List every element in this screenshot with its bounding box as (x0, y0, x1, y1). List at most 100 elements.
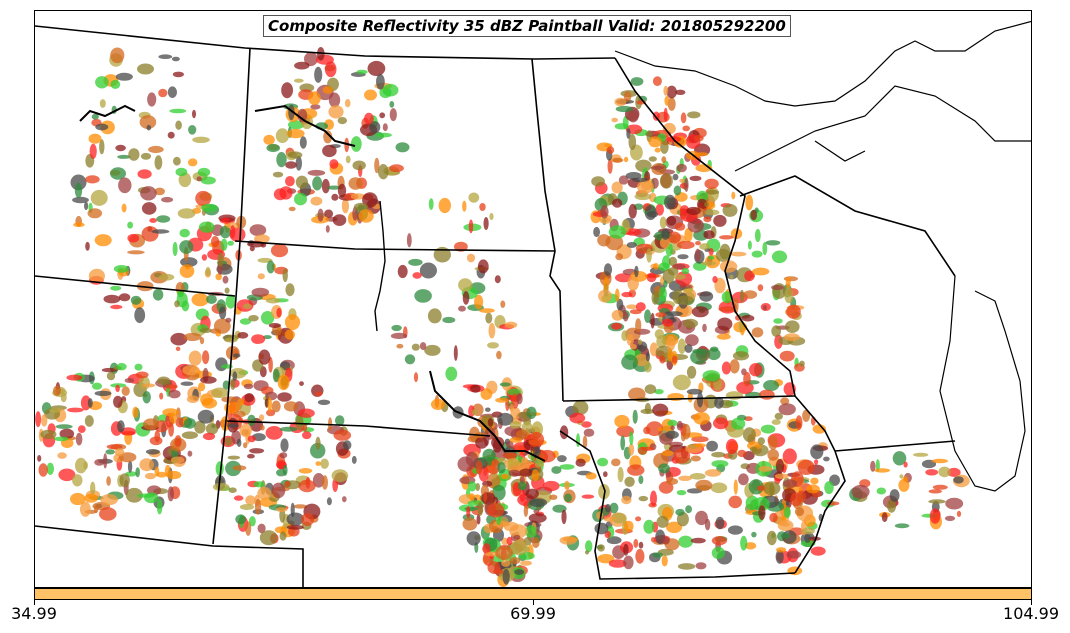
echo-blob (648, 136, 662, 148)
echo-blob (771, 419, 781, 425)
echo-blob (677, 563, 696, 570)
echo-blob (699, 243, 710, 250)
echo-blob (140, 152, 152, 160)
echo-blob (199, 327, 212, 334)
echo-blob (198, 382, 206, 392)
echo-blob (653, 263, 659, 270)
echo-blob (99, 507, 117, 521)
echo-blob (575, 458, 586, 467)
echo-blob (124, 378, 135, 383)
echo-blob (687, 392, 693, 403)
echo-blob (414, 289, 432, 303)
echo-blob (611, 458, 621, 467)
echo-blob (322, 144, 337, 158)
echo-blob (251, 334, 266, 344)
echo-blob (358, 209, 374, 223)
echo-blob (775, 459, 785, 474)
echo-blob (201, 254, 208, 261)
echo-blob (676, 295, 694, 305)
echo-blob (266, 260, 275, 274)
echo-blob (136, 281, 154, 292)
echo-blob (650, 490, 657, 507)
echo-blob (428, 198, 434, 211)
echo-blob (317, 208, 324, 222)
echo-blob (257, 273, 265, 280)
echo-blob (628, 443, 635, 456)
echo-blob (106, 371, 116, 381)
echo-blob (219, 225, 231, 239)
echo-blob (475, 436, 488, 449)
echo-blob (750, 209, 757, 221)
echo-blob (774, 412, 783, 420)
echo-blob (179, 228, 190, 238)
echo-blob (626, 334, 634, 346)
echo-blob (661, 536, 670, 545)
echo-blob (645, 352, 651, 362)
echo-blob (487, 503, 505, 518)
echo-blob (391, 324, 402, 332)
echo-blob (307, 169, 326, 176)
echo-blob (462, 291, 470, 305)
echo-blob (805, 484, 820, 494)
colorbar (34, 588, 1032, 600)
echo-blob (286, 524, 304, 530)
echo-blob (784, 333, 800, 342)
echo-blob (616, 425, 634, 438)
echo-blob (603, 516, 616, 522)
echo-blob (513, 534, 521, 540)
echo-blob (197, 167, 211, 177)
echo-blob (438, 197, 451, 214)
echo-blob (273, 188, 287, 201)
lake-shore (939, 275, 1026, 492)
echo-blob (119, 473, 130, 488)
echo-blob (118, 293, 131, 302)
echo-blob (593, 226, 600, 238)
echo-blob (597, 457, 609, 467)
echo-blob (690, 455, 701, 462)
echo-blob (308, 91, 321, 106)
echo-blob (301, 513, 314, 526)
echo-blob (719, 235, 734, 240)
echo-blob (771, 250, 788, 264)
echo-blob (597, 544, 605, 552)
echo-blob (663, 280, 668, 288)
echo-blob (260, 425, 265, 431)
echo-blob (504, 321, 518, 329)
echo-blob (695, 241, 701, 246)
echo-blob (624, 476, 635, 487)
echo-blob (279, 426, 298, 432)
echo-blob (454, 241, 468, 252)
echo-blob (192, 136, 210, 143)
boundary-line (35, 275, 236, 297)
echo-blob (94, 459, 105, 466)
echo-blob (953, 476, 964, 484)
echo-blob (725, 438, 738, 455)
echo-blob (715, 516, 725, 530)
echo-blob (662, 318, 674, 327)
echo-blob (215, 357, 228, 372)
echo-blob (424, 344, 441, 356)
echo-blob (304, 51, 318, 67)
echo-blob (611, 181, 623, 194)
echo-blob (632, 409, 638, 424)
echo-blob (666, 521, 683, 533)
echo-blob (621, 291, 633, 298)
echo-blob (551, 466, 562, 474)
echo-blob (521, 457, 529, 464)
echo-blob (379, 112, 386, 119)
boundary-line (212, 47, 251, 545)
echo-blob (259, 414, 265, 421)
echo-blob (248, 315, 259, 322)
echo-blob (294, 61, 310, 70)
echo-blob (88, 268, 105, 283)
echo-blob (95, 76, 109, 89)
echo-blob (749, 446, 758, 452)
echo-blob (168, 422, 175, 437)
echo-blob (903, 461, 908, 468)
echo-blob (752, 267, 770, 276)
echo-blob (646, 211, 659, 218)
echo-blob (195, 190, 212, 207)
echo-blob (279, 531, 287, 541)
echo-blob (506, 440, 514, 448)
echo-blob (77, 425, 86, 433)
